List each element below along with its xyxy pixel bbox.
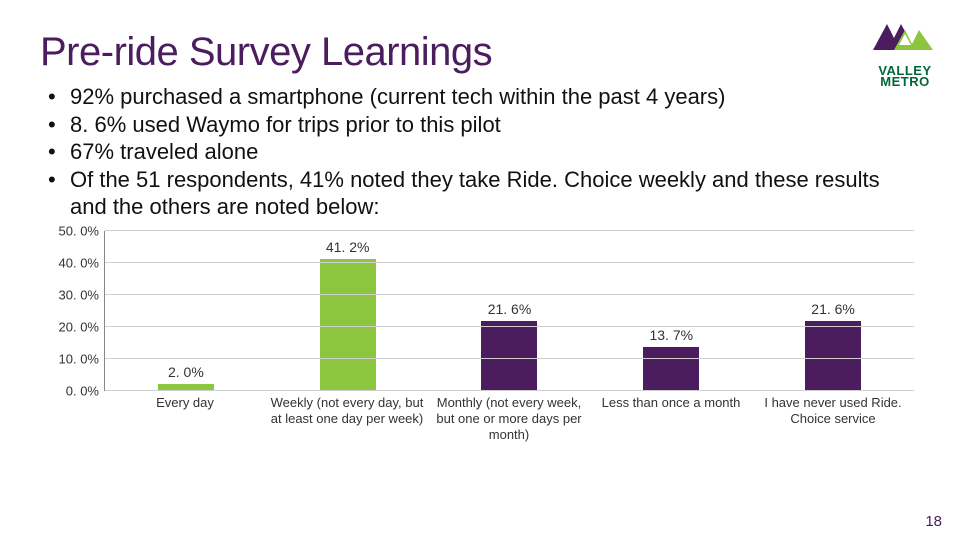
chart-bar	[481, 321, 537, 390]
frequency-bar-chart: 2. 0% 41. 2% 21. 6% 13. 7% 21. 6% 0. 0% 10. 0…	[40, 231, 920, 461]
chart-gridline: 50. 0%	[105, 230, 914, 231]
bullet-item: 92% purchased a smartphone (current tech…	[40, 83, 920, 111]
chart-bar-value: 13. 7%	[649, 327, 693, 343]
chart-bar-value: 21. 6%	[488, 301, 532, 317]
chart-bar-column: 41. 2%	[267, 231, 429, 391]
slide-title: Pre-ride Survey Learnings	[40, 30, 920, 75]
chart-bar	[643, 347, 699, 391]
chart-x-label: Monthly (not every week, but one or more…	[428, 395, 590, 444]
chart-bar-value: 41. 2%	[326, 239, 370, 255]
chart-y-tick-label: 50. 0%	[59, 223, 99, 238]
chart-plot-area: 2. 0% 41. 2% 21. 6% 13. 7% 21. 6% 0. 0% 10. 0…	[104, 231, 914, 391]
chart-bar-column: 13. 7%	[590, 231, 752, 391]
chart-gridline: 20. 0%	[105, 326, 914, 327]
chart-gridline: 0. 0%	[105, 390, 914, 391]
chart-bar-column: 21. 6%	[429, 231, 591, 391]
chart-x-label: Every day	[104, 395, 266, 444]
chart-x-label: I have never used Ride. Choice service	[752, 395, 914, 444]
chart-y-tick-label: 30. 0%	[59, 287, 99, 302]
chart-gridline: 40. 0%	[105, 262, 914, 263]
chart-bar	[805, 321, 861, 390]
chart-bar-column: 2. 0%	[105, 231, 267, 391]
chart-bar-column: 21. 6%	[752, 231, 914, 391]
page-number: 18	[925, 513, 942, 530]
metro-logo-icon	[870, 18, 940, 66]
chart-y-tick-label: 40. 0%	[59, 255, 99, 270]
slide: VALLEY METRO Pre-ride Survey Learnings 9…	[0, 0, 960, 540]
chart-x-label: Weekly (not every day, but at least one …	[266, 395, 428, 444]
bullet-item: Of the 51 respondents, 41% noted they ta…	[40, 166, 920, 221]
bullet-item: 8. 6% used Waymo for trips prior to this…	[40, 111, 920, 139]
chart-y-tick-label: 20. 0%	[59, 319, 99, 334]
chart-bar-value: 2. 0%	[168, 364, 204, 380]
chart-x-label: Less than once a month	[590, 395, 752, 444]
chart-y-tick-label: 0. 0%	[66, 383, 99, 398]
bullet-item: 67% traveled alone	[40, 138, 920, 166]
chart-bar-value: 21. 6%	[811, 301, 855, 317]
valley-metro-logo: VALLEY METRO	[870, 18, 940, 88]
chart-bars: 2. 0% 41. 2% 21. 6% 13. 7% 21. 6%	[105, 231, 914, 391]
chart-gridline: 30. 0%	[105, 294, 914, 295]
bullet-list: 92% purchased a smartphone (current tech…	[40, 83, 920, 221]
chart-x-labels: Every dayWeekly (not every day, but at l…	[104, 395, 914, 444]
chart-y-tick-label: 10. 0%	[59, 351, 99, 366]
chart-gridline: 10. 0%	[105, 358, 914, 359]
